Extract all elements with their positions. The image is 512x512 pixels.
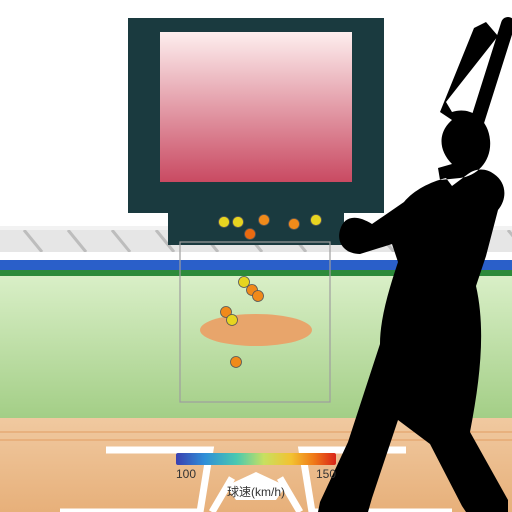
pitch-point xyxy=(227,315,238,326)
scoreboard-screen xyxy=(160,32,352,182)
legend-ticks: 100 150 xyxy=(176,467,336,481)
pitchers-mound xyxy=(200,314,312,346)
legend-gradient-bar xyxy=(176,453,336,465)
pitch-point xyxy=(231,357,242,368)
pitch-point xyxy=(289,219,300,230)
pitch-point xyxy=(233,217,244,228)
scene-svg xyxy=(0,0,512,512)
pitch-point xyxy=(311,215,322,226)
speed-legend: 100 150 球速(km/h) xyxy=(176,453,336,500)
pitch-point xyxy=(245,229,256,240)
legend-tick-min: 100 xyxy=(176,467,196,481)
legend-label: 球速(km/h) xyxy=(176,483,336,500)
pitch-point xyxy=(253,291,264,302)
pitch-point xyxy=(259,215,270,226)
legend-tick-max: 150 xyxy=(316,467,336,481)
chart-stage: 100 150 球速(km/h) xyxy=(0,0,512,512)
pitch-point xyxy=(219,217,230,228)
